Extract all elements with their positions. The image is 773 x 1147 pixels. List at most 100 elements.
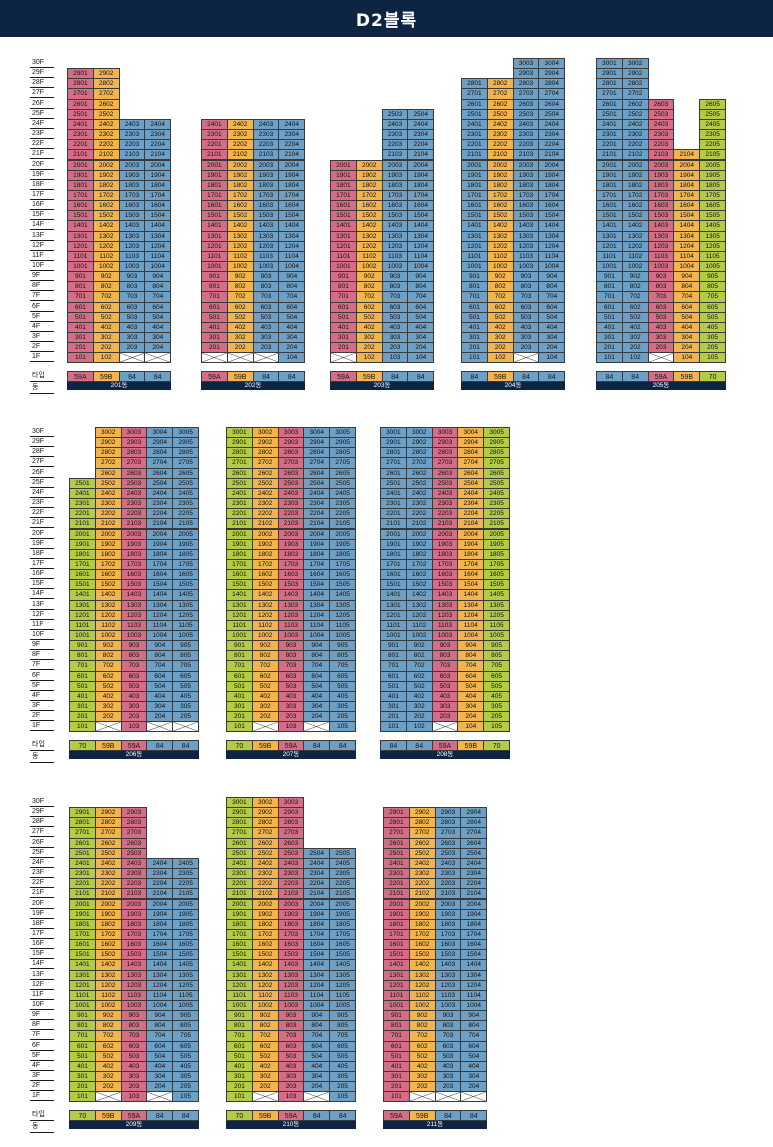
unit-cell: 303: [120, 701, 148, 713]
unit-cell: 1805: [172, 918, 199, 930]
unit-cell: 203: [120, 711, 148, 723]
unit-cell: 1102: [251, 989, 279, 1001]
unit-cell: 303: [252, 332, 280, 344]
unit-cell: 2201: [201, 139, 228, 151]
unit-cell: 2805: [483, 447, 510, 459]
unit-cell: 2203: [120, 508, 148, 520]
unit-cell: 3002: [251, 797, 279, 809]
floor-label: 6F: [30, 1041, 54, 1051]
unit-cell: 2704: [457, 457, 485, 469]
unit-cell: 2402: [251, 857, 279, 870]
unit-cell: 603: [277, 1040, 305, 1052]
unit-cell: 2201: [69, 878, 96, 890]
unit-cell: 1903: [381, 169, 409, 181]
unit-cell: 701: [67, 291, 94, 303]
unit-cell: 1704: [278, 189, 306, 202]
unit-cell: 1104: [407, 250, 435, 262]
unit-cell: 905: [329, 640, 356, 652]
unit-cell: 505: [172, 680, 199, 692]
unit-cell: 1705: [483, 558, 510, 571]
unit-cell: 1602: [94, 569, 122, 581]
unit-cell: 1304: [144, 230, 172, 242]
floor-label: 17F: [30, 929, 54, 939]
dong-label: 210동: [226, 1120, 356, 1129]
unit-cell: 1101: [226, 619, 253, 631]
dong-row-label: 동: [30, 383, 54, 394]
unit-cell: 1102: [94, 619, 122, 631]
unit-cell: 2204: [457, 508, 485, 520]
unit-cell: 2104: [457, 518, 485, 530]
unit-cell: 601: [201, 301, 228, 313]
unit-cell: 2102: [92, 149, 120, 161]
unit-cell: 1905: [699, 169, 726, 181]
unit-cell: 304: [146, 1071, 174, 1083]
unit-cell: 2001: [596, 159, 623, 171]
unit-cell: 2301: [69, 498, 96, 510]
unit-cell: 1203: [431, 609, 459, 621]
floor-label: 16F: [30, 939, 54, 950]
floor-label: 15F: [30, 579, 54, 590]
unit-cell: 2801: [69, 817, 96, 829]
unit-cell: 2301: [383, 868, 410, 880]
unit-cell: 705: [172, 660, 199, 672]
unit-cell: 1403: [277, 959, 305, 971]
unit-cell: 902: [226, 271, 254, 283]
unit-cell: 1601: [461, 200, 488, 212]
unit-cell: 602: [251, 670, 279, 682]
unit-cell: 1402: [251, 589, 279, 601]
unit-cell: 203: [252, 342, 280, 354]
empty-unit: [303, 1091, 331, 1103]
unit-cell: 902: [405, 640, 433, 652]
unit-cell: 2302: [94, 868, 122, 880]
unit-cell: 1602: [408, 939, 436, 951]
unit-cell: 2502: [94, 477, 122, 489]
unit-cell: 801: [226, 650, 253, 662]
unit-cell: 2403: [277, 857, 305, 870]
unit-cell: 1804: [146, 918, 174, 930]
unit-cell: 903: [277, 1010, 305, 1022]
floor-label: 22F: [30, 139, 54, 150]
unit-cell: 703: [434, 1030, 462, 1042]
unit-cell: 2803: [120, 817, 148, 829]
type-cell: 59B: [251, 739, 279, 751]
unit-cell: 1901: [67, 169, 94, 181]
unit-cell: 1401: [201, 220, 228, 232]
unit-cell: 304: [278, 332, 306, 344]
unit-cell: 2003: [381, 159, 409, 171]
unit-cell: 1505: [699, 210, 726, 222]
unit-cell: 304: [407, 332, 435, 344]
page-title: D2블록: [355, 11, 418, 31]
unit-cell: 1901: [330, 169, 357, 181]
unit-cell: 1403: [120, 589, 148, 601]
unit-cell: 202: [226, 342, 254, 354]
unit-cell: 2104: [303, 518, 331, 530]
unit-cell: 2202: [251, 508, 279, 520]
empty-unit: [330, 352, 357, 364]
unit-cell: 104: [673, 352, 701, 364]
unit-cell: 801: [69, 650, 96, 662]
unit-cell: 102: [405, 721, 433, 733]
unit-cell: 1701: [226, 558, 253, 571]
unit-cell: 701: [226, 660, 253, 672]
unit-cell: 2705: [329, 457, 356, 469]
unit-cell: 2102: [94, 518, 122, 530]
unit-cell: 1504: [673, 210, 701, 222]
unit-cell: 1901: [383, 908, 410, 920]
unit-cell: 602: [486, 301, 514, 313]
unit-cell: 2403: [277, 487, 305, 500]
unit-cell: 301: [380, 701, 407, 713]
unit-cell: 2903: [277, 437, 305, 449]
unit-cell: 3001: [226, 797, 253, 809]
unit-cell: 404: [146, 1060, 174, 1073]
unit-cell: 1203: [277, 609, 305, 621]
unit-cell: 2302: [251, 498, 279, 510]
unit-cell: 1001: [226, 630, 253, 642]
floor-label: 8F: [30, 281, 54, 292]
unit-cell: 2401: [67, 118, 94, 131]
unit-cell: 904: [303, 1010, 331, 1022]
unit-cell: 1105: [699, 250, 726, 262]
unit-cell: 904: [278, 271, 306, 283]
unit-cell: 2305: [329, 498, 356, 510]
unit-cell: 2302: [94, 498, 122, 510]
unit-cell: 903: [277, 640, 305, 652]
